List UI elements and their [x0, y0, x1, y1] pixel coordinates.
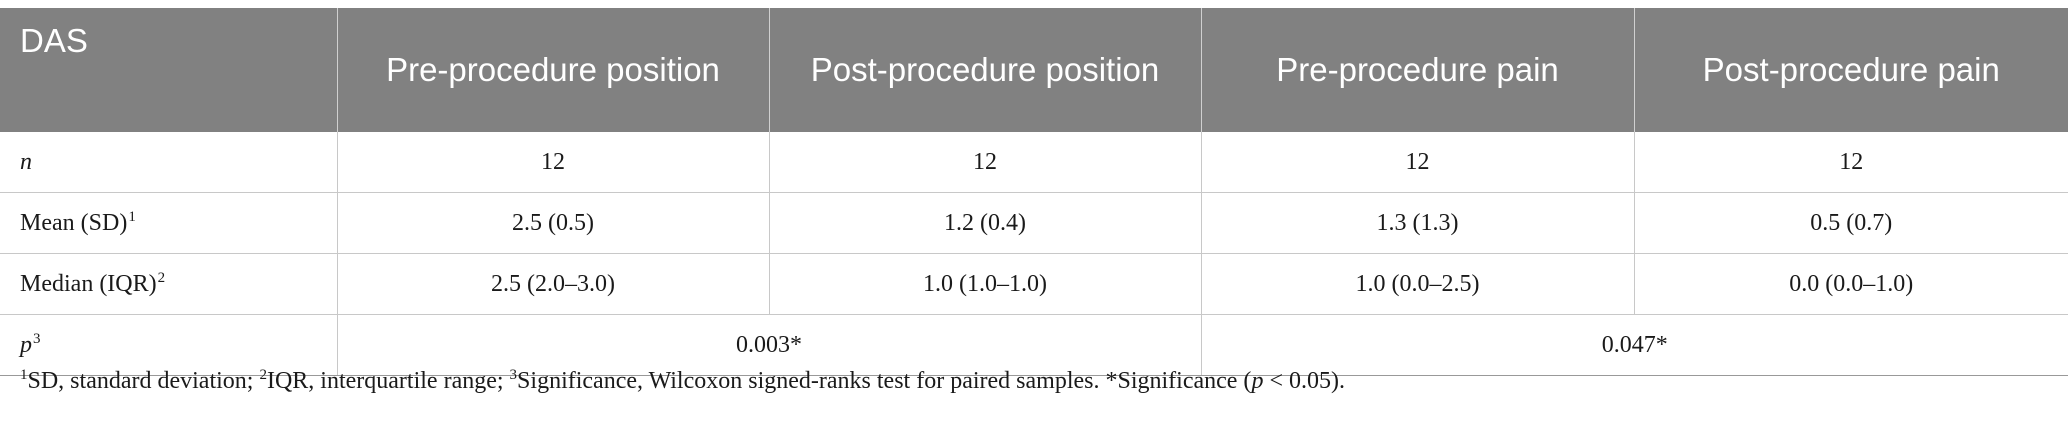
cell-mean-post-pain: 0.5 (0.7): [1634, 192, 2068, 254]
table-row-median: Median (IQR)2 2.5 (2.0–3.0) 1.0 (1.0–1.0…: [0, 253, 2068, 315]
cell-median-pre-position: 2.5 (2.0–3.0): [337, 253, 770, 315]
median-label-text: Median (IQR): [20, 270, 157, 297]
row-label-p: p3: [0, 314, 338, 376]
footnote-marker-2: 2: [259, 367, 267, 383]
header-post-pain: Post-procedure pain: [1634, 8, 2068, 132]
cell-mean-pre-pain: 1.3 (1.3): [1201, 192, 1635, 254]
table-footnote: 1SD, standard deviation; 2IQR, interquar…: [20, 367, 1345, 395]
header-pre-position: Pre-procedure position: [337, 8, 770, 132]
cell-n-pre-pain: 12: [1201, 132, 1635, 193]
row-label-n: n: [0, 132, 338, 193]
p-footnote-marker: 3: [33, 330, 41, 347]
table-row-mean: Mean (SD)1 2.5 (0.5) 1.2 (0.4) 1.3 (1.3)…: [0, 192, 2068, 254]
footnote-text-1: SD, standard deviation;: [27, 368, 260, 394]
footnote-text-4: < 0.05).: [1263, 368, 1345, 394]
header-pre-pain: Pre-procedure pain: [1201, 8, 1635, 132]
row-label-median: Median (IQR)2: [0, 253, 338, 315]
cell-median-pre-pain: 1.0 (0.0–2.5): [1201, 253, 1635, 315]
table-row-n: n 12 12 12 12: [0, 132, 2068, 193]
table-row-p: p3 0.003* 0.047*: [0, 314, 2068, 376]
cell-median-post-pain: 0.0 (0.0–1.0): [1634, 253, 2068, 315]
cell-median-post-position: 1.0 (1.0–1.0): [769, 253, 1202, 315]
header-das: DAS: [0, 8, 338, 132]
cell-mean-pre-position: 2.5 (0.5): [337, 192, 770, 254]
cell-mean-post-position: 1.2 (0.4): [769, 192, 1202, 254]
p-label-text: p: [20, 331, 32, 358]
n-label-text: n: [20, 148, 32, 175]
cell-n-post-pain: 12: [1634, 132, 2068, 193]
footnote-marker-3: 3: [509, 367, 518, 383]
footnote-marker-1: 1: [20, 367, 28, 383]
row-label-mean: Mean (SD)1: [0, 192, 338, 254]
das-table: DAS Pre-procedure position Post-procedur…: [0, 8, 2068, 376]
header-post-position: Post-procedure position: [769, 8, 1202, 132]
cell-n-post-position: 12: [769, 132, 1202, 193]
median-footnote-marker: 2: [157, 269, 166, 286]
mean-label-text: Mean (SD): [20, 209, 128, 236]
cell-p-position: 0.003*: [337, 314, 1202, 376]
footnote-p-symbol: p: [1251, 368, 1264, 394]
cell-p-pain: 0.047*: [1201, 314, 2068, 376]
cell-n-pre-position: 12: [337, 132, 770, 193]
header-row: DAS Pre-procedure position Post-procedur…: [0, 8, 2068, 132]
footnote-text-2: IQR, interquartile range;: [266, 368, 510, 394]
mean-footnote-marker: 1: [128, 208, 136, 225]
footnote-text-3: Significance, Wilcoxon signed-ranks test…: [517, 368, 1252, 394]
